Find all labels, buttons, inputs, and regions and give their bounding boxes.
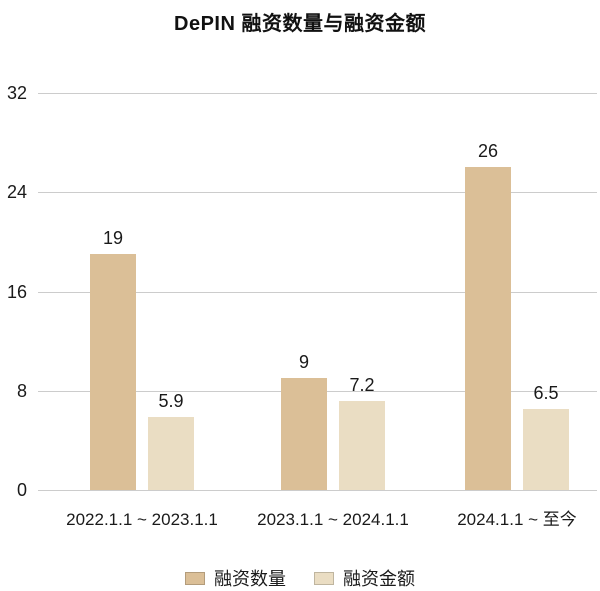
bar-value-label-amount-2: 6.5 bbox=[533, 383, 559, 404]
bar-amount-1 bbox=[339, 400, 385, 490]
bar-amount-0 bbox=[148, 416, 194, 490]
gridline-16 bbox=[38, 292, 597, 293]
legend-label-amount: 融资金额 bbox=[343, 569, 415, 589]
bar-value-label-amount-0: 5.9 bbox=[158, 390, 184, 411]
y-tick-label-32: 32 bbox=[6, 83, 27, 103]
bar-value-label-count-1: 9 bbox=[298, 352, 309, 373]
legend-label-count: 融资数量 bbox=[214, 569, 286, 589]
legend-item-amount: 融资金额 bbox=[314, 565, 415, 591]
x-axis-label-2: 2024.1.1 ~ 至今 bbox=[457, 510, 577, 529]
x-axis-label-1: 2023.1.1 ~ 2024.1.1 bbox=[257, 510, 409, 529]
bar-value-label-count-0: 19 bbox=[102, 228, 124, 249]
legend-item-count: 融资数量 bbox=[185, 565, 286, 591]
gridline-0 bbox=[38, 490, 597, 491]
gridline-32 bbox=[38, 93, 597, 94]
bar-count-1 bbox=[281, 378, 327, 490]
legend-swatch-amount bbox=[314, 571, 334, 585]
bar-value-label-amount-1: 7.2 bbox=[349, 374, 375, 395]
bar-value-label-count-2: 26 bbox=[477, 141, 499, 162]
x-axis-label-0: 2022.1.1 ~ 2023.1.1 bbox=[66, 510, 218, 529]
bar-amount-2 bbox=[523, 409, 569, 490]
y-tick-label-0: 0 bbox=[16, 480, 27, 500]
y-tick-label-24: 24 bbox=[6, 182, 27, 202]
legend: 融资数量 融资金额 bbox=[0, 565, 600, 591]
y-tick-label-8: 8 bbox=[16, 381, 27, 401]
gridline-24 bbox=[38, 192, 597, 193]
bar-count-0 bbox=[90, 254, 136, 490]
legend-swatch-count bbox=[185, 571, 205, 585]
y-tick-label-16: 16 bbox=[6, 282, 27, 302]
bar-count-2 bbox=[465, 167, 511, 490]
chart-title: DePIN 融资数量与融资金额 bbox=[174, 13, 426, 35]
